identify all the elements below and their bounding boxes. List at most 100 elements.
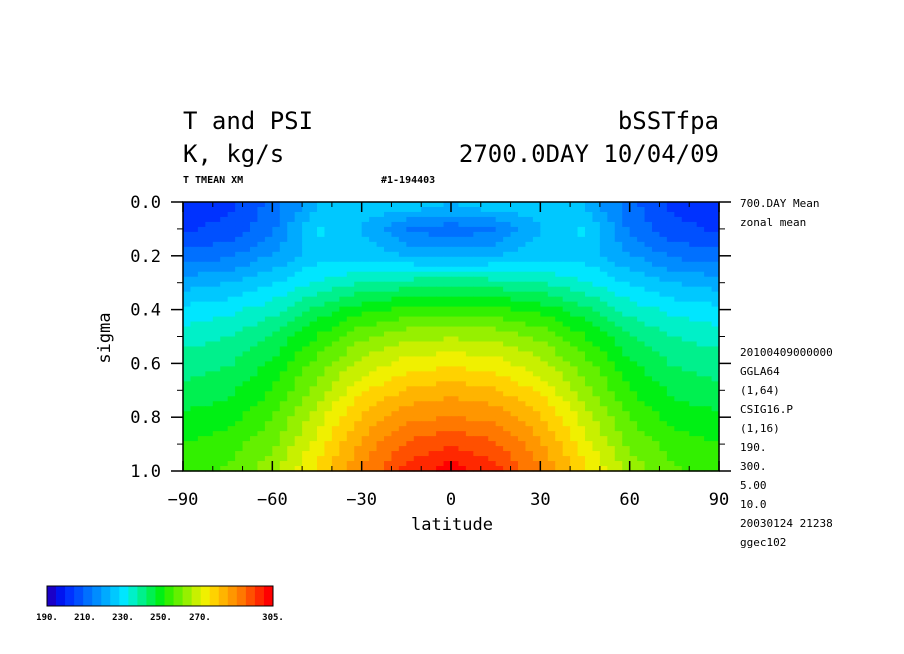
heatmap-cell <box>391 286 400 293</box>
heatmap-cell <box>309 391 318 397</box>
heatmap-cell <box>585 296 594 303</box>
heatmap-cell <box>287 381 296 387</box>
heatmap-cell <box>398 301 407 308</box>
heatmap-cell <box>294 406 303 412</box>
heatmap-cell <box>696 401 705 407</box>
heatmap-cell <box>577 331 586 338</box>
heatmap-cell <box>592 386 601 392</box>
heatmap-cell <box>562 211 571 218</box>
heatmap-cell <box>480 361 489 367</box>
heatmap-cell <box>272 416 281 422</box>
heatmap-cell <box>220 221 229 228</box>
heatmap-cell <box>629 461 638 467</box>
heatmap-cell <box>674 391 683 397</box>
heatmap-cell <box>324 326 333 333</box>
heatmap-cell <box>465 231 474 238</box>
heatmap-cell <box>659 371 668 377</box>
heatmap-cell <box>644 246 653 253</box>
heatmap-cell <box>264 346 273 353</box>
heatmap-cell <box>488 261 497 268</box>
heatmap-cell <box>324 461 333 467</box>
heatmap-cell <box>264 296 273 303</box>
heatmap-cell <box>309 211 318 218</box>
heatmap-cell <box>443 346 452 353</box>
heatmap-cell <box>518 376 527 382</box>
heatmap-cell <box>570 431 579 437</box>
heatmap-cell <box>488 346 497 353</box>
heatmap-cell <box>577 351 586 358</box>
heatmap-cell <box>264 221 273 228</box>
heatmap-cell <box>250 466 259 472</box>
heatmap-cell <box>354 311 363 318</box>
heatmap-cell <box>503 351 512 358</box>
heatmap-cell <box>473 381 482 387</box>
heatmap-cell <box>197 281 206 288</box>
heatmap-cell <box>599 291 608 298</box>
heatmap-cell <box>294 306 303 313</box>
heatmap-cell <box>681 211 690 218</box>
heatmap-cell <box>644 421 653 427</box>
heatmap-cell <box>555 221 564 228</box>
heatmap-cell <box>599 361 608 367</box>
heatmap-cell <box>451 406 460 412</box>
heatmap-cell <box>205 206 214 213</box>
heatmap-cell <box>607 351 616 358</box>
heatmap-cell <box>525 416 534 422</box>
heatmap-cell <box>495 461 504 467</box>
heatmap-cell <box>547 271 556 278</box>
heatmap-cell <box>480 231 489 238</box>
heatmap-cell <box>532 381 541 387</box>
heatmap-cell <box>465 406 474 412</box>
y-tick-label: 0.4 <box>130 301 161 321</box>
heatmap-cell <box>443 311 452 318</box>
heatmap-cell <box>629 216 638 223</box>
heatmap-cell <box>235 206 244 213</box>
heatmap-cell <box>562 281 571 288</box>
heatmap-cell <box>197 286 206 293</box>
heatmap-cell <box>666 296 675 303</box>
heatmap-cell <box>279 446 288 452</box>
heatmap-cell <box>428 396 437 402</box>
heatmap-cell <box>421 386 430 392</box>
heatmap-cell <box>704 276 713 283</box>
heatmap-cell <box>585 451 594 457</box>
heatmap-cell <box>540 426 549 432</box>
heatmap-cell <box>331 331 340 338</box>
heatmap-cell <box>570 271 579 278</box>
heatmap-cell <box>183 436 192 442</box>
heatmap-cell <box>704 421 713 427</box>
heatmap-cell <box>190 411 199 417</box>
heatmap-cell <box>555 466 564 472</box>
heatmap-cell <box>436 266 445 273</box>
heatmap-cell <box>637 311 646 318</box>
heatmap-cell <box>331 426 340 432</box>
heatmap-cell <box>443 241 452 248</box>
heatmap-cell <box>250 231 259 238</box>
heatmap-cell <box>510 456 519 462</box>
heatmap-cell <box>324 202 333 208</box>
heatmap-cell <box>398 271 407 278</box>
heatmap-cell <box>443 226 452 233</box>
heatmap-cell <box>547 336 556 343</box>
heatmap-cell <box>458 261 467 268</box>
heatmap-cell <box>398 296 407 303</box>
heatmap-cell <box>585 416 594 422</box>
heatmap-cell <box>197 211 206 218</box>
heatmap-cell <box>212 351 221 358</box>
heatmap-cell <box>227 381 236 387</box>
heatmap-cell <box>681 311 690 318</box>
heatmap-cell <box>212 441 221 447</box>
heatmap-cell <box>704 316 713 323</box>
heatmap-cell <box>242 401 251 407</box>
heatmap-cell <box>570 361 579 367</box>
heatmap-cell <box>406 221 415 228</box>
heatmap-cell <box>607 206 616 213</box>
heatmap-cell <box>577 376 586 382</box>
heatmap-cell <box>212 311 221 318</box>
heatmap-cell <box>354 316 363 323</box>
heatmap-cell <box>495 221 504 228</box>
heatmap-cell <box>637 416 646 422</box>
heatmap-cell <box>391 251 400 258</box>
heatmap-cell <box>659 271 668 278</box>
heatmap-cell <box>689 386 698 392</box>
